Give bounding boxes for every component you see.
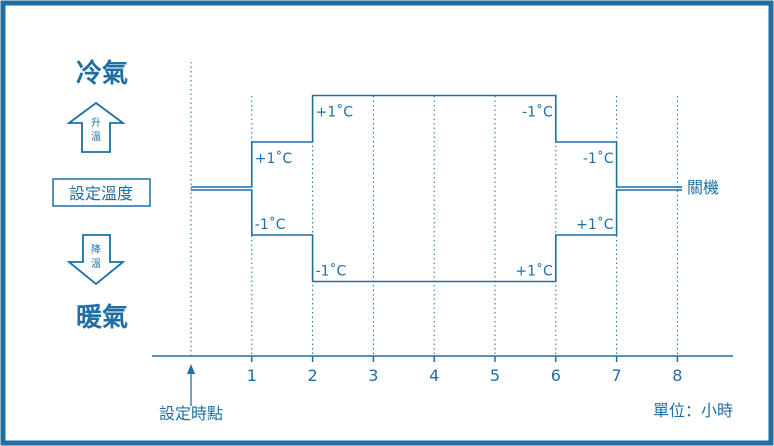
x-tick-label: 2 xyxy=(308,366,318,385)
x-tick-label: 8 xyxy=(672,366,682,385)
time-grid xyxy=(190,62,678,356)
start-marker-arrow xyxy=(187,364,195,406)
set-temp-label: 設定溫度 xyxy=(69,184,133,203)
step-label-lower: +1˚C xyxy=(515,263,553,280)
x-axis-ticks: 1 2 3 4 5 6 7 8 xyxy=(247,356,682,385)
step-label-lower: +1˚C xyxy=(576,216,614,233)
arrow-down-icon xyxy=(66,234,126,286)
unit-label: 單位：小時 xyxy=(653,401,733,420)
step-label-lower: -1˚C xyxy=(255,216,286,233)
cooling-series-line xyxy=(191,94,678,188)
step-label-lower: -1˚C xyxy=(316,263,347,280)
step-label-upper: +1˚C xyxy=(316,104,354,121)
lower-temp-label-1: 降 xyxy=(91,243,101,256)
cool-mode-label: 冷氣 xyxy=(76,58,128,89)
step-label-upper: -1˚C xyxy=(522,104,553,121)
schedule-lines xyxy=(191,94,682,283)
set-time-label: 設定時點 xyxy=(159,404,223,423)
step-labels: +1˚C +1˚C -1˚C -1˚C -1˚C -1˚C +1˚C +1˚C xyxy=(255,104,614,280)
x-tick-label: 6 xyxy=(551,366,561,385)
step-label-upper: +1˚C xyxy=(255,150,293,167)
power-off-label: 關機 xyxy=(687,178,719,197)
raise-temp-label-2: 溫 xyxy=(91,131,101,143)
raise-temp-label-1: 升 xyxy=(91,117,101,129)
lower-temp-label-2: 溫 xyxy=(91,258,101,270)
arrow-up-icon xyxy=(66,101,126,153)
heat-mode-label: 暖氣 xyxy=(76,302,128,333)
step-label-upper: -1˚C xyxy=(583,150,614,167)
x-tick-label: 4 xyxy=(429,366,439,385)
heating-series-line xyxy=(191,189,678,283)
set-temp-box xyxy=(52,178,151,207)
x-tick-label: 5 xyxy=(490,366,500,385)
x-tick-label: 3 xyxy=(368,366,378,385)
x-tick-label: 1 xyxy=(247,366,257,385)
x-tick-label: 7 xyxy=(612,366,622,385)
